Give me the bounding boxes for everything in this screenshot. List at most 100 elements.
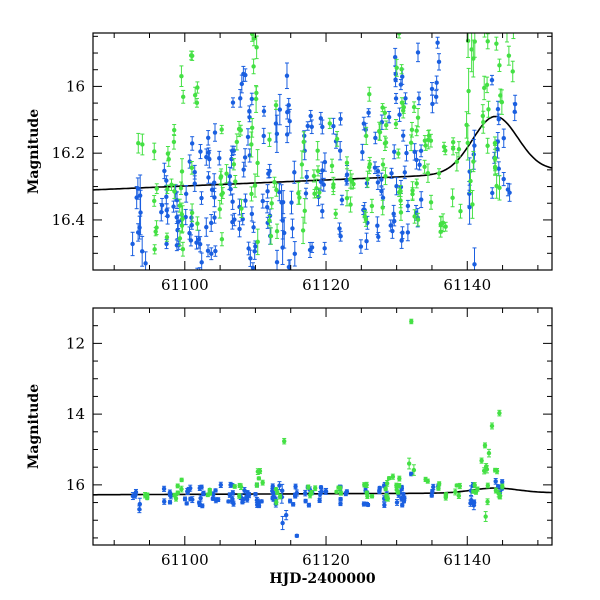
data-point-blue [162, 499, 167, 504]
data-point-blue [196, 237, 202, 242]
data-point-blue [365, 502, 371, 508]
data-point-green [254, 45, 259, 50]
data-point-blue [280, 520, 285, 526]
data-point-green [482, 22, 486, 26]
data-point-green [224, 171, 229, 176]
data-point-blue [232, 217, 237, 222]
data-point-green [178, 186, 184, 191]
data-point-green [472, 39, 477, 44]
data-point-blue [274, 131, 280, 137]
data-point-green [428, 138, 434, 143]
data-point-green [383, 122, 389, 128]
data-point-blue [198, 149, 203, 154]
data-point-green [492, 165, 498, 171]
data-point-blue [270, 488, 275, 494]
data-point-green [252, 183, 258, 188]
data-point-blue [507, 190, 512, 195]
data-point-blue [184, 501, 189, 506]
data-point-green [497, 63, 502, 68]
data-point-green [234, 139, 240, 145]
data-point-blue [294, 490, 299, 496]
data-point-green [219, 237, 225, 242]
data-point-blue [318, 116, 324, 121]
data-point-green [485, 39, 490, 44]
data-point-green [438, 221, 444, 226]
data-point-blue [284, 132, 290, 137]
x-axis-label: HJD-2400000 [269, 571, 376, 587]
data-point-green [436, 481, 442, 486]
data-point-blue [185, 489, 191, 494]
data-point-blue [361, 501, 367, 507]
data-point-green [367, 92, 372, 97]
data-point-blue [244, 497, 250, 502]
data-point-blue [430, 101, 435, 107]
data-point-blue [320, 124, 325, 130]
data-point-green [383, 486, 388, 492]
data-point-green [366, 164, 372, 170]
data-point-blue [322, 159, 328, 165]
data-point-blue [366, 110, 371, 115]
data-point-green [456, 493, 462, 498]
data-point-green [450, 146, 456, 151]
data-point-blue [242, 155, 248, 160]
data-point-blue [496, 166, 501, 171]
data-point-blue [338, 234, 343, 239]
data-point-blue [405, 230, 411, 235]
data-point-green [414, 181, 419, 186]
data-point-blue [250, 265, 256, 270]
data-point-green [398, 188, 403, 194]
data-point-green [188, 53, 194, 58]
data-point-green [483, 514, 488, 519]
data-point-blue [309, 124, 314, 129]
data-point-green [189, 165, 195, 171]
data-point-blue [197, 485, 202, 491]
data-point-blue [264, 204, 270, 210]
data-point-green [412, 214, 417, 219]
data-point-blue [265, 189, 270, 194]
data-point-blue [394, 184, 399, 189]
data-point-blue [189, 215, 194, 220]
data-point-blue [243, 198, 248, 203]
data-point-blue [375, 168, 381, 174]
data-point-green [249, 191, 254, 197]
data-point-blue [293, 484, 298, 489]
data-point-blue [138, 210, 143, 215]
data-point-green [428, 200, 434, 205]
data-point-blue [308, 113, 313, 119]
data-point-green [363, 217, 369, 222]
data-point-green [152, 247, 157, 252]
data-point-blue [254, 497, 260, 503]
data-point-green [453, 489, 458, 495]
data-point-green [268, 233, 274, 239]
data-point-green [177, 203, 182, 208]
data-point-green [180, 94, 186, 100]
data-point-green [482, 443, 488, 448]
data-point-blue [303, 498, 308, 504]
data-point-blue [188, 496, 193, 502]
data-point-green [401, 105, 406, 110]
data-point-blue [401, 499, 407, 504]
data-point-green [164, 234, 170, 240]
data-point-green [255, 239, 260, 245]
data-point-blue [400, 502, 405, 508]
data-point-blue [303, 490, 308, 496]
data-point-green [338, 490, 344, 496]
data-point-blue [238, 96, 243, 101]
data-point-blue [360, 149, 365, 155]
data-point-blue [429, 493, 434, 498]
data-point-blue [211, 180, 217, 185]
data-point-green [383, 173, 388, 179]
data-point-blue [364, 181, 370, 186]
data-point-green [177, 236, 183, 241]
data-point-blue [321, 182, 326, 187]
data-point-blue [400, 133, 406, 138]
data-point-green [469, 47, 474, 52]
data-point-green [348, 202, 353, 207]
data-point-blue [364, 239, 369, 244]
data-point-blue [241, 71, 246, 77]
data-point-green [390, 474, 396, 479]
data-point-green [483, 464, 489, 469]
data-point-blue [137, 507, 142, 512]
data-point-green [232, 484, 237, 489]
data-point-blue [212, 215, 217, 220]
